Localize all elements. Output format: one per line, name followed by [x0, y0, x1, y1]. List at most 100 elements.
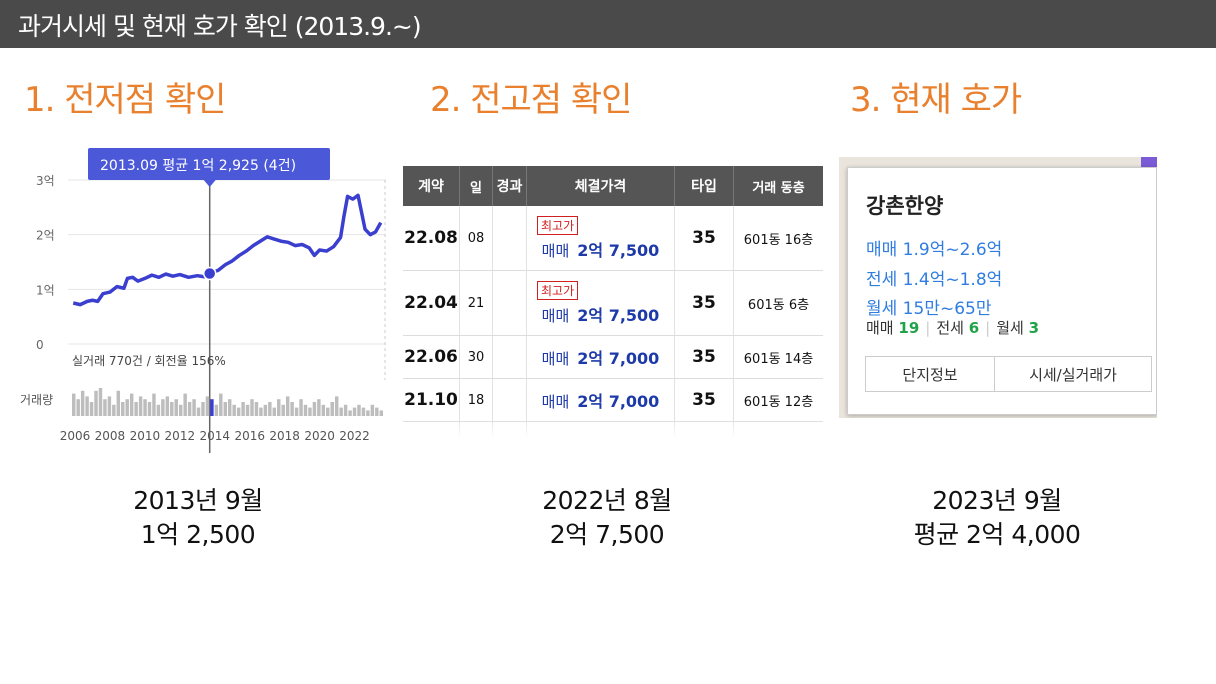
header-day[interactable]: 일 — [460, 166, 493, 206]
volume-bar — [330, 402, 334, 416]
cell-price: 매매 2억 7,000 — [527, 379, 675, 421]
header-type[interactable]: 타입 — [675, 166, 734, 206]
header-deal[interactable]: 거래 동층 — [752, 180, 805, 196]
table-row[interactable]: 22.04 21 최고가 매매 2억 7,500 35 601동 6층 — [403, 271, 823, 336]
volume-bar — [379, 410, 383, 416]
volume-bar — [348, 410, 352, 416]
cell-price: 최고가 매매 2억 7,500 — [527, 271, 675, 335]
header-price[interactable]: 체결가격 — [527, 166, 675, 206]
volume-bar — [170, 402, 174, 416]
volume-bar — [259, 407, 263, 416]
volume-bar — [321, 404, 326, 416]
header-elapsed[interactable]: 경과 — [493, 166, 527, 206]
volume-bar — [290, 402, 294, 416]
caption-1: 2013년 9월 1억 2,500 — [88, 484, 308, 552]
volume-bar — [187, 402, 192, 416]
volume-bar — [94, 390, 98, 416]
volume-bar — [72, 393, 76, 416]
x-tick-label: 2020 — [304, 429, 335, 443]
complex-info-button[interactable]: 단지정보 — [865, 356, 995, 392]
volume-bar — [299, 399, 303, 416]
volume-bar — [361, 407, 366, 416]
volume-bar — [147, 402, 152, 416]
volume-bar — [89, 402, 94, 416]
table-row[interactable]: 22.08 08 최고가 매매 2억 7,500 35 601동 16층 — [403, 206, 823, 271]
volume-bar — [214, 404, 219, 416]
count-sale: 19 — [898, 319, 920, 337]
volume-bar — [370, 404, 375, 416]
volume-bar — [103, 399, 107, 416]
x-tick-label: 2018 — [269, 429, 300, 443]
count-monthly: 3 — [1028, 319, 1040, 337]
volume-bar — [334, 396, 339, 416]
section-title-2: 2. 전고점 확인 — [430, 80, 632, 120]
monthly-rent-range[interactable]: 월세 15만~65만 — [866, 299, 992, 319]
volume-bar — [303, 404, 308, 416]
tooltip-pointer — [203, 180, 216, 187]
tooltip-box — [88, 148, 330, 180]
volume-bar — [205, 396, 210, 416]
highlight-point — [202, 266, 217, 281]
volume-bar — [152, 393, 156, 416]
volume-bar — [357, 404, 361, 416]
volume-bar — [285, 396, 290, 416]
caption-3-date: 2023년 9월 — [932, 486, 1062, 515]
header-month[interactable]: 계약 — [403, 166, 460, 206]
caption-1-price: 1억 2,500 — [140, 520, 256, 549]
title-bar: 과거시세 및 현재 호가 확인 (2013.9.~) — [0, 0, 1216, 48]
volume-bar — [116, 390, 121, 416]
cell-elapsed — [493, 271, 527, 335]
cell-deal: 601동 12층 — [743, 394, 814, 410]
table-header: 계약 일 경과 체결가격 타입 거래 동층 — [403, 166, 823, 206]
highest-price-badge: 최고가 — [537, 280, 579, 300]
x-tick-label: 2012 — [165, 429, 196, 443]
highest-price-badge: 최고가 — [537, 215, 579, 235]
section-title-3: 3. 현재 호가 — [850, 80, 1022, 120]
volume-bar — [143, 399, 147, 416]
y-tick-label: 1억 — [36, 283, 55, 297]
volume-bar — [178, 404, 183, 416]
volume-bar — [308, 407, 312, 416]
volume-bar — [343, 404, 348, 416]
cell-month: 22.08 — [403, 206, 460, 270]
volume-bar — [129, 393, 134, 416]
slide-title: 과거시세 및 현재 호가 확인 (2013.9.~) — [18, 12, 422, 41]
y-tick-label: 3억 — [36, 174, 55, 188]
volume-bar — [174, 399, 178, 416]
volume-bar — [76, 399, 80, 416]
volume-bar — [161, 399, 165, 416]
caption-2-price: 2억 7,500 — [549, 520, 665, 549]
sale-price-range[interactable]: 매매 1.9억~2.6억 — [866, 240, 1003, 260]
x-tick-label: 2008 — [95, 429, 126, 443]
cell-day: 21 — [460, 271, 493, 335]
price-line-series — [72, 193, 383, 307]
map-panel: 강촌한양 매매 1.9억~2.6억 전세 1.4억~1.8억 월세 15만~65… — [839, 157, 1157, 418]
volume-bar — [125, 399, 129, 416]
volume-bar — [121, 402, 125, 416]
table-row[interactable]: 21.10 18 매매 2억 7,000 35 601동 12층 — [403, 379, 823, 422]
cell-type: 35 — [675, 379, 734, 421]
cell-price: 최고가 매매 2억 7,500 — [527, 206, 675, 270]
table-row[interactable]: 22.06 30 매매 2억 7,000 35 601동 14층 — [403, 336, 823, 379]
section-title-1: 1. 전저점 확인 — [24, 80, 226, 120]
jeonse-price-range[interactable]: 전세 1.4억~1.8억 — [866, 270, 1003, 290]
volume-bar — [268, 402, 272, 416]
y-tick-label: 2억 — [36, 229, 55, 243]
volume-bar — [219, 393, 223, 416]
cell-type: 35 — [675, 271, 734, 335]
volume-bar — [312, 402, 317, 416]
caption-3: 2023년 9월 평균 2억 4,000 — [887, 484, 1107, 552]
volume-bar — [196, 407, 201, 416]
price-history-button[interactable]: 시세/실거래가 — [994, 356, 1152, 392]
price-chart: 3억 2억 1억 0 2013.09 평균 1억 2,925 (4건) 실거래 770건 … — [20, 148, 386, 453]
volume-bar — [250, 399, 254, 416]
volume-bar — [183, 393, 187, 416]
caption-2-date: 2022년 8월 — [542, 486, 672, 515]
price-chart-panel: 3억 2억 1억 0 2013.09 평균 1억 2,925 (4건) 실거래 770건 … — [16, 140, 388, 453]
volume-bar — [210, 399, 214, 416]
volume-bar — [326, 407, 330, 416]
caption-3-price: 평균 2억 4,000 — [913, 520, 1081, 549]
volume-bar — [107, 396, 112, 416]
volume-bar — [138, 396, 143, 416]
volume-bar — [134, 402, 138, 416]
